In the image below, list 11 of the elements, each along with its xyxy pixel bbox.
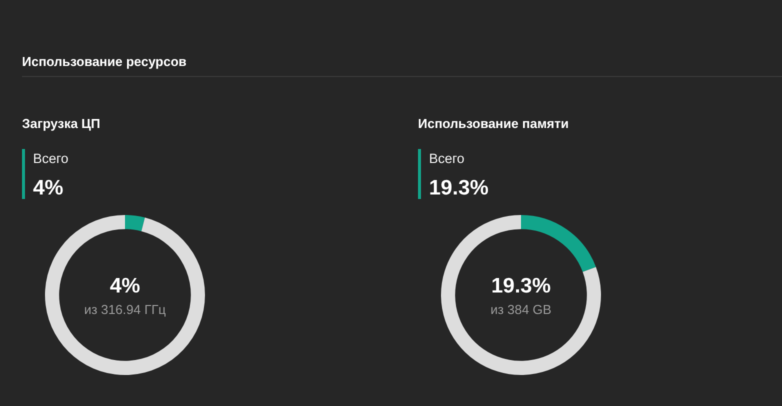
text: 19.3% (491, 274, 551, 298)
text: из 384 GB (490, 302, 552, 318)
text: 19.3% (429, 176, 489, 200)
chart-subtitle: Загрузка ЦП (22, 116, 100, 132)
text: Всего (33, 151, 68, 167)
text: Всего (429, 151, 464, 167)
chart-subtitle: Использование памяти (418, 116, 569, 132)
text: 4% (33, 176, 64, 200)
text: из 316.94 ГГц (84, 302, 166, 318)
chart-title: Использование ресурсов (22, 54, 186, 70)
text: 4% (110, 274, 140, 298)
